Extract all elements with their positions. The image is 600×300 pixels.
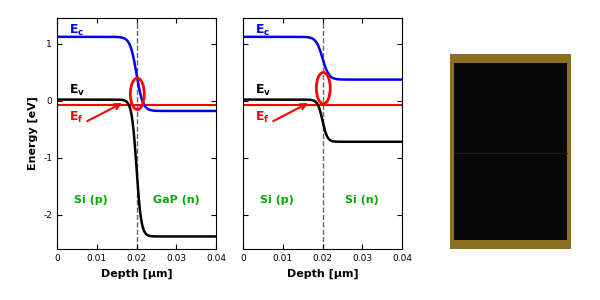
Text: Si (p): Si (p) — [74, 195, 107, 205]
Text: $\mathbf{E_c}$: $\mathbf{E_c}$ — [69, 23, 84, 38]
Text: Si (n): Si (n) — [346, 195, 379, 205]
X-axis label: Depth [μm]: Depth [μm] — [101, 268, 172, 279]
Text: $\mathbf{E_v}$: $\mathbf{E_v}$ — [69, 83, 85, 98]
Text: $\mathbf{E_c}$: $\mathbf{E_c}$ — [255, 23, 270, 38]
Text: Si (p): Si (p) — [260, 195, 293, 205]
Text: GaP (n): GaP (n) — [153, 195, 200, 205]
Y-axis label: Energy [eV]: Energy [eV] — [28, 97, 38, 170]
X-axis label: Depth [μm]: Depth [μm] — [287, 268, 358, 279]
Text: $\mathbf{E_f}$: $\mathbf{E_f}$ — [69, 110, 83, 125]
Bar — [450, 54, 571, 249]
Bar — [454, 63, 567, 240]
Text: $\mathbf{E_v}$: $\mathbf{E_v}$ — [255, 83, 271, 98]
Text: $\mathbf{E_f}$: $\mathbf{E_f}$ — [255, 110, 269, 125]
